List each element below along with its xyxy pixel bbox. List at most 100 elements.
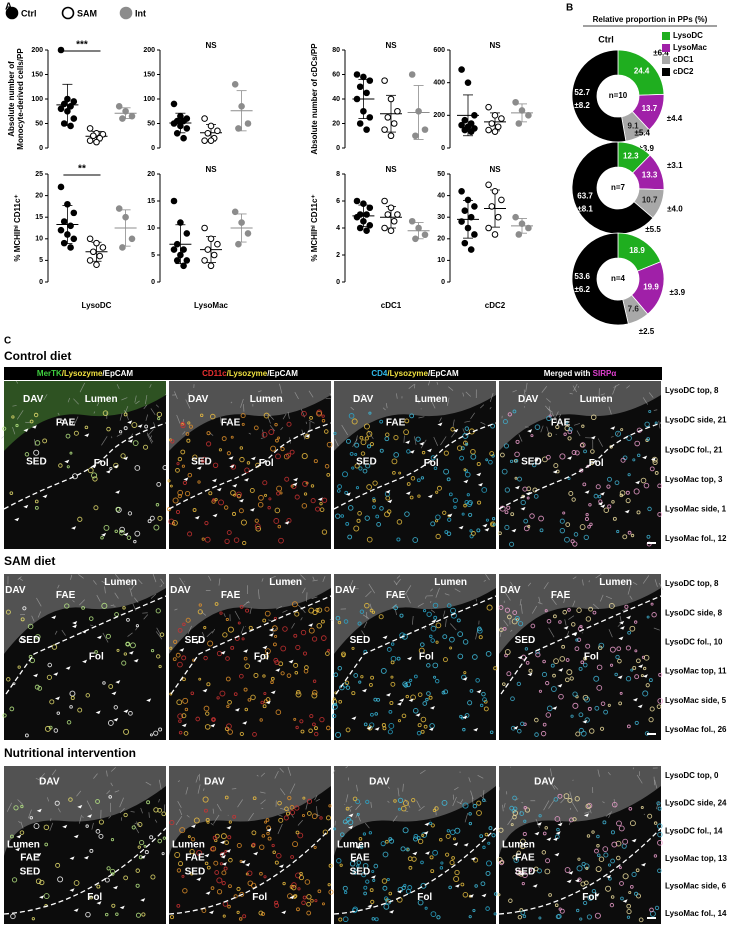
panel-title: Relative proportion in PPs (%) xyxy=(593,15,708,24)
region-label: Lumen xyxy=(250,394,283,405)
row-title: Nutritional intervention xyxy=(4,746,136,760)
data-point xyxy=(486,182,492,188)
y-tick-label: 0 xyxy=(441,279,445,286)
y-tick-label: 40 xyxy=(437,192,445,199)
data-point xyxy=(215,128,221,134)
panel-label: C xyxy=(4,336,11,347)
segment-label: 7.6 xyxy=(628,304,640,313)
y-tick-label: 4 xyxy=(336,225,340,232)
data-point xyxy=(409,218,415,224)
data-point xyxy=(462,127,468,133)
region-label: FAE xyxy=(56,590,76,601)
data-point xyxy=(120,116,126,122)
data-point xyxy=(68,245,74,251)
data-point xyxy=(94,240,100,246)
data-point xyxy=(357,121,363,127)
data-point xyxy=(416,108,422,114)
count-label: LysoDC side, 21 xyxy=(665,416,727,425)
segment-label: 13.3 xyxy=(642,170,658,179)
legend-label: Ctrl xyxy=(21,8,37,18)
count-label: LysoDC top, 0 xyxy=(665,771,719,780)
data-point xyxy=(526,225,532,231)
data-point xyxy=(181,247,187,253)
header-part: /EpCAM xyxy=(102,369,133,378)
y-tick-label: 50 xyxy=(35,120,43,127)
data-point xyxy=(468,247,474,253)
legend-label: SAM xyxy=(77,8,97,18)
data-point xyxy=(97,253,103,259)
data-point xyxy=(361,218,367,224)
data-point xyxy=(385,212,391,218)
y-tick-label: 60 xyxy=(332,71,340,78)
region-label: Lumen xyxy=(104,577,137,588)
legend-label: Int xyxy=(135,8,146,18)
error-label: ±4.4 xyxy=(667,114,683,123)
header-part: /Lysozyme xyxy=(387,369,428,378)
y-tick-label: 0 xyxy=(441,145,445,152)
column-header: CD11c/Lysozyme/EpCAM xyxy=(202,369,298,378)
data-point xyxy=(354,72,360,78)
data-point xyxy=(178,220,184,226)
count-label: LysoMac fol., 26 xyxy=(665,725,727,734)
data-point xyxy=(465,225,471,231)
data-point xyxy=(519,108,525,114)
region-label: FAE xyxy=(221,418,241,429)
region-label: SED xyxy=(26,456,47,467)
data-point xyxy=(357,225,363,231)
data-point xyxy=(489,121,495,127)
y-tick-label: 80 xyxy=(332,47,340,54)
data-point xyxy=(391,121,397,127)
error-label: ±5.4 xyxy=(634,128,650,137)
data-point xyxy=(211,252,217,258)
data-point xyxy=(413,133,419,139)
data-point xyxy=(486,127,492,133)
y-tick-label: 10 xyxy=(35,236,43,243)
data-point xyxy=(354,198,360,204)
significance: NS xyxy=(385,41,397,50)
data-point xyxy=(462,240,468,246)
region-label: DAV xyxy=(170,585,191,596)
region-label: SED xyxy=(350,635,371,646)
data-point xyxy=(202,116,208,122)
column-header: CD4/Lysozyme/EpCAM xyxy=(371,369,459,378)
data-point xyxy=(492,232,498,238)
segment-label: 19.9 xyxy=(643,282,659,291)
data-point xyxy=(495,214,501,220)
region-label: SED xyxy=(191,456,212,467)
region-label: SED xyxy=(20,635,41,646)
data-point xyxy=(492,113,498,119)
y-tick-label: 600 xyxy=(433,47,445,54)
segment-label: 24.4 xyxy=(634,67,650,76)
region-label: Lumen xyxy=(337,840,370,851)
y-tick-label: 20 xyxy=(147,171,155,178)
data-point xyxy=(174,258,180,264)
region-label: Lumen xyxy=(269,577,302,588)
data-point xyxy=(526,113,532,119)
data-point xyxy=(519,221,525,227)
region-label: Lumen xyxy=(502,840,535,851)
region-label: Fol xyxy=(89,652,104,663)
data-point xyxy=(171,247,177,253)
significance: ** xyxy=(78,164,86,175)
data-point xyxy=(171,101,177,107)
region-label: DAV xyxy=(39,776,60,787)
count-label: LysoMac side, 1 xyxy=(665,505,727,514)
y-tick-label: 8 xyxy=(336,171,340,178)
y-tick-label: 0 xyxy=(39,279,43,286)
legend-swatch xyxy=(662,56,670,64)
region-label: SED xyxy=(521,456,542,467)
y-tick-label: 400 xyxy=(433,80,445,87)
data-point xyxy=(116,104,122,110)
data-point xyxy=(382,127,388,133)
segment-label: 53.6 xyxy=(574,272,590,281)
data-point xyxy=(245,121,251,127)
header-part: SIRPα xyxy=(593,369,617,378)
column-header: MerTK/Lysozyme/EpCAM xyxy=(37,369,134,378)
y-axis-label: Absolute number of cDCs/PP xyxy=(310,43,319,155)
data-point xyxy=(171,121,177,127)
region-label: FAE xyxy=(350,852,370,863)
count-label: LysoDC side, 24 xyxy=(665,799,727,808)
data-point xyxy=(181,135,187,141)
